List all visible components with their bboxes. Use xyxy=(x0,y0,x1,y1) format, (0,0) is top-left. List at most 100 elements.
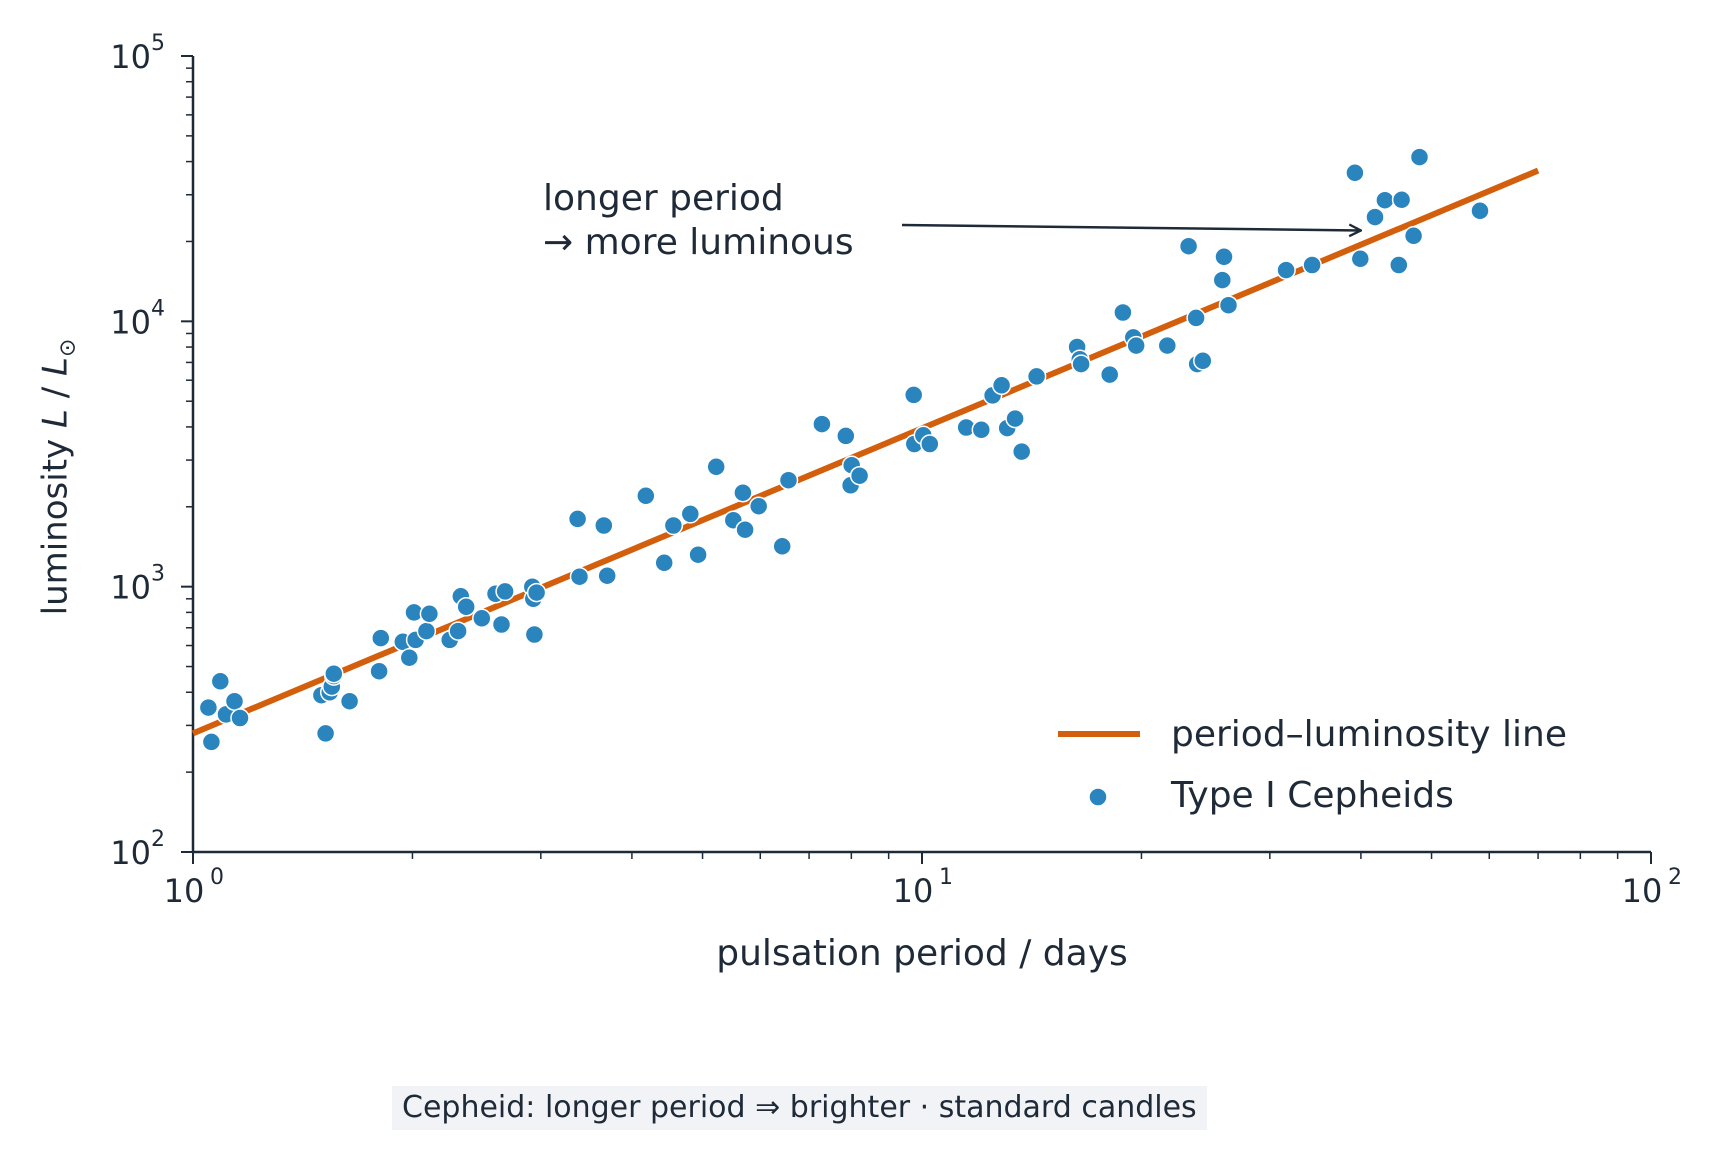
legend-line-label: period–luminosity line xyxy=(1171,714,1567,755)
data-point xyxy=(224,691,245,711)
legend: period–luminosity line Type I Cepheids xyxy=(1058,714,1567,816)
data-point xyxy=(315,723,336,744)
legend-point-label: Type I Cepheids xyxy=(1170,775,1454,816)
data-point xyxy=(201,732,222,752)
data-point xyxy=(1375,190,1395,210)
data-point xyxy=(849,465,870,486)
data-point xyxy=(1157,335,1178,356)
data-point xyxy=(419,604,440,624)
data-point xyxy=(1302,255,1322,275)
data-point xyxy=(456,597,476,617)
data-point xyxy=(903,385,924,405)
data-point xyxy=(1005,408,1025,429)
data-point xyxy=(636,486,656,506)
data-point xyxy=(369,661,389,681)
y-tick-label: 10 xyxy=(110,303,151,341)
data-point xyxy=(1011,441,1032,462)
data-point xyxy=(230,708,250,728)
data-point xyxy=(210,671,231,692)
data-point xyxy=(1218,295,1239,315)
data-point xyxy=(567,509,588,529)
y-tick-exponent: 3 xyxy=(151,562,165,587)
data-point xyxy=(1365,207,1385,227)
data-point xyxy=(836,426,856,446)
data-point xyxy=(991,375,1012,396)
y-tick-label: 10 xyxy=(110,834,151,872)
data-point xyxy=(198,697,219,718)
data-point xyxy=(1409,147,1430,167)
data-point xyxy=(324,663,344,684)
data-point xyxy=(920,434,940,454)
data-point xyxy=(1389,255,1409,275)
x-tick-exponent: 1 xyxy=(939,865,953,890)
y-axis-label-sub: ⊙ xyxy=(55,338,81,358)
x-axis-label: pulsation period / days xyxy=(716,933,1128,974)
x-tick-label: 10 xyxy=(164,872,205,910)
annotation-arrow xyxy=(901,225,1361,230)
data-point xyxy=(1470,201,1490,221)
data-point xyxy=(654,553,674,573)
data-point xyxy=(1178,236,1199,256)
data-point xyxy=(748,496,769,516)
data-point xyxy=(1071,354,1091,374)
data-point xyxy=(597,565,617,586)
y-axis-label-var: L xyxy=(35,409,76,429)
data-point xyxy=(971,420,992,440)
y-tick-label: 10 xyxy=(110,569,151,607)
data-point xyxy=(1099,364,1120,385)
annotation-line-1: longer period xyxy=(543,178,784,219)
data-point xyxy=(1345,163,1365,183)
data-point xyxy=(1350,249,1371,269)
data-point xyxy=(416,621,437,641)
data-point xyxy=(706,457,726,477)
data-point xyxy=(1113,302,1133,323)
data-point xyxy=(680,504,701,524)
data-point xyxy=(472,608,492,629)
y-tick-exponent: 2 xyxy=(151,827,165,852)
data-point xyxy=(735,519,755,540)
data-point xyxy=(1193,351,1213,371)
data-point xyxy=(663,515,684,536)
data-point xyxy=(1212,270,1233,290)
x-tick-label: 10 xyxy=(1622,872,1663,910)
annotation: longer period → more luminous xyxy=(543,178,1361,263)
data-point xyxy=(569,566,590,587)
data-point xyxy=(1214,247,1234,267)
annotation-line-2: → more luminous xyxy=(543,222,854,263)
y-axis-label: luminosity L / L⊙ xyxy=(28,327,88,627)
data-point xyxy=(733,482,753,503)
data-point xyxy=(594,515,614,536)
data-point xyxy=(371,628,391,648)
data-point xyxy=(1026,366,1047,387)
x-tick-exponent: 2 xyxy=(1668,865,1682,890)
data-point xyxy=(1391,190,1412,210)
ticks: 10 0 10 1 10 210 210 310 410 5 xyxy=(110,31,1682,910)
data-point xyxy=(772,536,792,557)
legend-point-swatch xyxy=(1088,787,1108,807)
data-point xyxy=(495,581,515,602)
data-point xyxy=(448,621,468,641)
y-axis-label-var2: L xyxy=(35,357,76,377)
y-tick-label: 10 xyxy=(110,38,151,76)
data-point xyxy=(399,647,420,668)
data-point xyxy=(524,624,545,645)
data-point xyxy=(1186,308,1206,328)
data-point xyxy=(339,691,360,711)
y-axis-label-prefix: luminosity xyxy=(35,428,76,616)
data-point xyxy=(812,414,832,434)
data-point xyxy=(1276,260,1296,280)
y-tick-exponent: 4 xyxy=(151,296,165,321)
data-point xyxy=(491,614,512,635)
data-point xyxy=(778,470,799,490)
x-tick-exponent: 0 xyxy=(210,865,224,890)
y-tick-exponent: 5 xyxy=(151,31,165,56)
data-point xyxy=(688,544,708,565)
data-point xyxy=(526,582,547,603)
data-point xyxy=(1126,335,1146,356)
x-tick-label: 10 xyxy=(893,872,934,910)
data-point xyxy=(1403,226,1424,246)
y-axis-label-sep: / xyxy=(35,376,76,410)
fit-line xyxy=(191,167,1540,737)
caption: Cepheid: longer period ⇒ brighter · stan… xyxy=(392,1086,1207,1130)
